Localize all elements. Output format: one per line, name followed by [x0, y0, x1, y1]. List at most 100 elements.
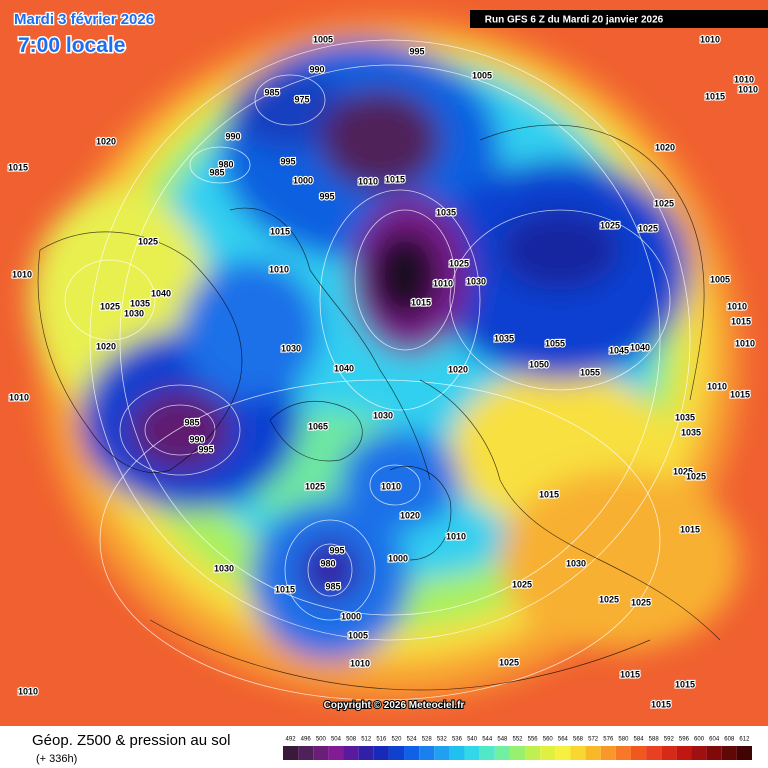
isobar-label: 1035: [436, 207, 456, 217]
isobar-label: 1030: [124, 308, 144, 318]
isobar-label: 1005: [472, 70, 492, 80]
scale-label: 524: [407, 737, 418, 743]
isobar-label: 1010: [381, 481, 401, 491]
scale-label: 600: [694, 737, 705, 743]
scale-label: 608: [724, 737, 735, 743]
isobar-label: 1010: [350, 658, 370, 668]
coastlines: [37, 124, 721, 691]
scale-label: 584: [634, 737, 645, 743]
scale-swatch: [570, 746, 586, 760]
isobar-label: 1010: [433, 278, 453, 288]
isobar-label: 1035: [494, 333, 514, 343]
scale-label: 540: [467, 737, 478, 743]
isobar-label: 1015: [730, 389, 750, 399]
scale-swatch: [691, 746, 707, 760]
isobar-label: 980: [320, 558, 335, 568]
scale-label: 556: [528, 737, 539, 743]
scale-label: 568: [573, 737, 584, 743]
isobar-label: 1035: [675, 412, 695, 422]
isobar-label: 1015: [651, 699, 671, 709]
scale-label: 592: [664, 737, 675, 743]
isobar-label: 1005: [348, 630, 368, 640]
isobar-label: 1040: [630, 342, 650, 352]
scale-label: 604: [709, 737, 720, 743]
scale-swatch: [419, 746, 435, 760]
isobar-label: 1010: [700, 34, 720, 44]
field-name: Géop. Z500 & pression au sol: [32, 732, 230, 749]
isobar-label: 1025: [638, 223, 658, 233]
map-field: 1005995990100598597510101010101010159901…: [0, 0, 768, 726]
isobar-label: 985: [325, 581, 340, 591]
isobar-label: 1025: [631, 597, 651, 607]
copyright: Copyright © 2026 Meteociel.fr: [324, 700, 465, 711]
lead-time: (+ 336h): [36, 753, 77, 765]
isobar-label: 1015: [539, 489, 559, 499]
isobar-label: 1010: [734, 74, 754, 84]
isobar-label: 1030: [281, 343, 301, 353]
scale-swatch: [661, 746, 677, 760]
isobar-label: 1055: [545, 338, 565, 348]
scale-swatch: [585, 746, 601, 760]
scale-swatch: [464, 746, 480, 760]
scale-label: 520: [391, 737, 402, 743]
scale-swatch: [525, 746, 541, 760]
scale-label: 516: [376, 737, 387, 743]
isobar-label: 985: [209, 167, 224, 177]
scale-label: 612: [739, 737, 750, 743]
isobar-label: 1025: [499, 657, 519, 667]
isobar-label: 1030: [214, 563, 234, 573]
isobar-label: 985: [184, 417, 199, 427]
scale-swatch: [434, 746, 450, 760]
isobar-label: 1015: [275, 584, 295, 594]
isobar-label: 1015: [675, 679, 695, 689]
scale-label: 532: [437, 737, 448, 743]
isobar-label: 1000: [293, 175, 313, 185]
isobar-label: 1030: [373, 410, 393, 420]
scale-label: 508: [346, 737, 357, 743]
isobar-label: 1025: [599, 594, 619, 604]
isobar-label: 1010: [727, 301, 747, 311]
isobar-label: 1015: [8, 162, 28, 172]
scale-swatch: [494, 746, 510, 760]
isobar-label: 1025: [600, 220, 620, 230]
run-box: [470, 10, 768, 28]
scale-label: 528: [422, 737, 433, 743]
scale-swatch: [404, 746, 420, 760]
isobar-label: 1035: [681, 427, 701, 437]
scale-swatch: [388, 746, 405, 760]
isobar-label: 1010: [269, 264, 289, 274]
scale-swatch: [706, 746, 722, 760]
scale-swatch: [298, 746, 314, 760]
isobar-label: 1005: [313, 34, 333, 44]
isobar-label: 1010: [18, 686, 38, 696]
isobar-label: 1010: [738, 84, 758, 94]
scale-swatch: [373, 746, 389, 760]
isobar-label: 1015: [731, 316, 751, 326]
map-time: 7:00 locale: [18, 34, 125, 57]
isobar-label: 1010: [707, 381, 727, 391]
isobar-label: 1020: [448, 364, 468, 374]
isobar-label: 1025: [100, 301, 120, 311]
scale-label: 492: [286, 737, 297, 743]
isobar-label: 990: [189, 434, 204, 444]
isobar-label: 1010: [9, 392, 29, 402]
isobar-label: 1040: [151, 288, 171, 298]
isobar-label: 1025: [512, 579, 532, 589]
color-scale: 492 496 500 504 508 512 516 520 524 528 532 536 540 5…: [283, 737, 752, 760]
contours: [64, 39, 691, 701]
scale-label: 496: [301, 737, 312, 743]
isobar-labels: 1005995990100598597510101010101010159901…: [7, 33, 759, 710]
scale-swatch: [313, 746, 329, 760]
scale-swatch: [721, 746, 737, 760]
scale-label: 572: [588, 737, 599, 743]
isobar-label: 1020: [96, 341, 116, 351]
scale-label: 536: [452, 737, 463, 743]
isobar-label: 1025: [449, 258, 469, 268]
scale-swatch: [358, 746, 374, 760]
scale-swatch: [449, 746, 465, 760]
scale-label: 512: [361, 737, 372, 743]
isobar-label: 1030: [466, 276, 486, 286]
scale-swatch: [343, 746, 359, 760]
isobar-label: 1010: [735, 338, 755, 348]
